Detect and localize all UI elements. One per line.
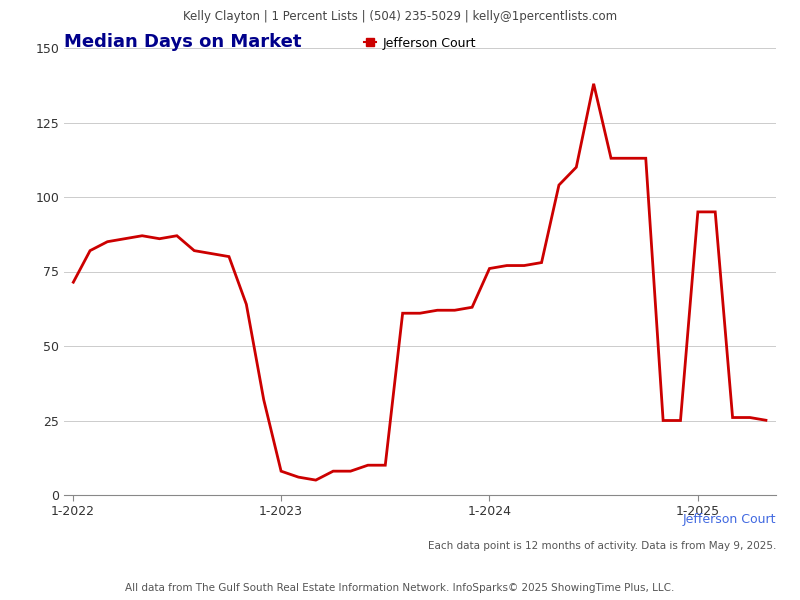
Text: Jefferson Court: Jefferson Court [682,513,776,526]
Text: Each data point is 12 months of activity. Data is from May 9, 2025.: Each data point is 12 months of activity… [428,541,776,551]
Legend: Jefferson Court: Jefferson Court [359,32,481,55]
Text: All data from The Gulf South Real Estate Information Network. InfoSparks© 2025 S: All data from The Gulf South Real Estate… [126,583,674,593]
Text: Median Days on Market: Median Days on Market [64,33,302,51]
Text: Kelly Clayton | 1 Percent Lists | (504) 235-5029 | kelly@1percentlists.com: Kelly Clayton | 1 Percent Lists | (504) … [183,10,617,23]
